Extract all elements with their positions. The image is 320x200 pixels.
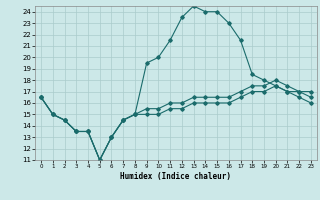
X-axis label: Humidex (Indice chaleur): Humidex (Indice chaleur) <box>121 172 231 181</box>
